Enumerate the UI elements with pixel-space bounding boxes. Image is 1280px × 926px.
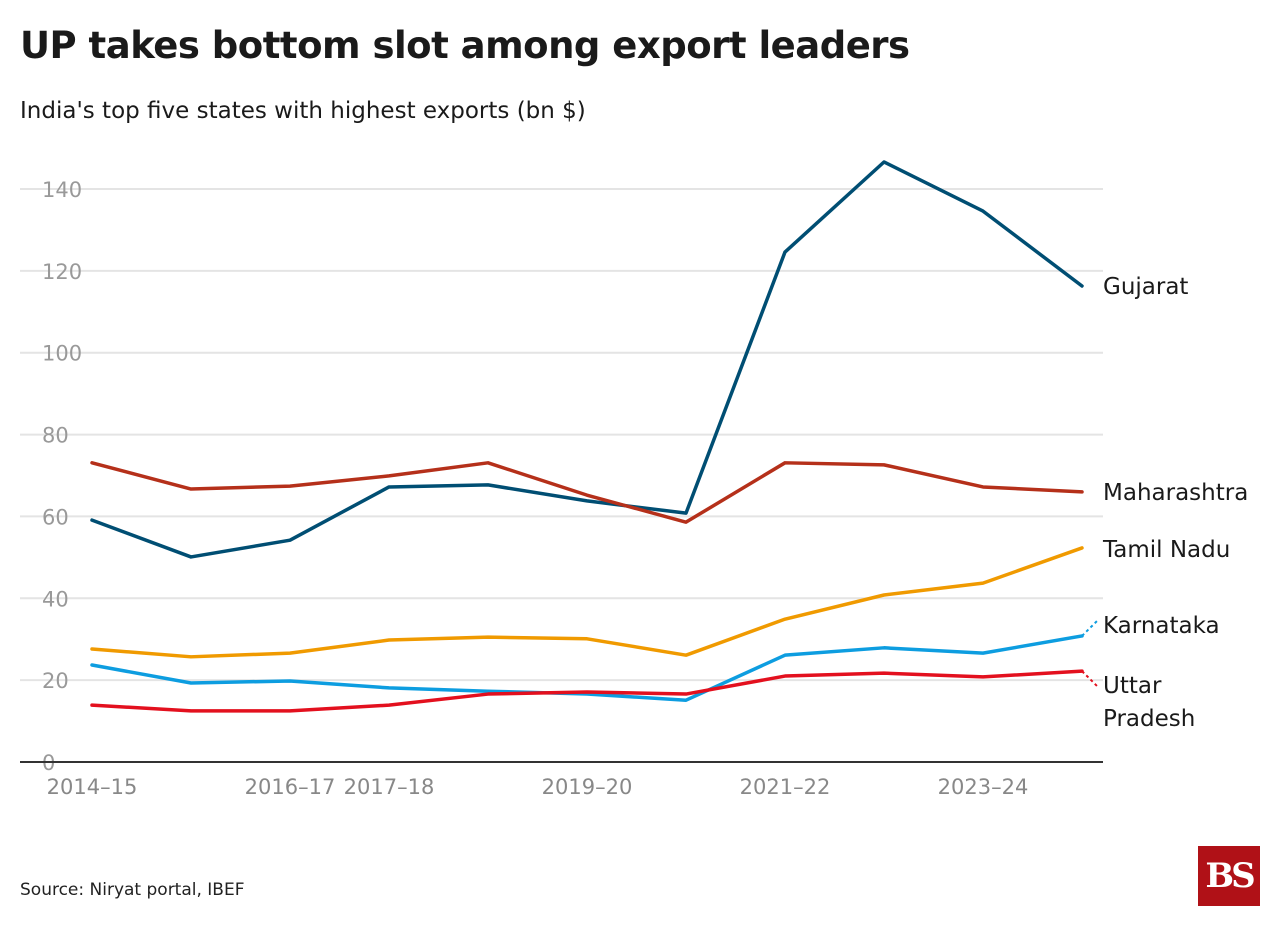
series-label: Tamil Nadu bbox=[1102, 537, 1230, 563]
y-tick-label: 20 bbox=[42, 669, 69, 693]
series-line-karnataka bbox=[90, 634, 1084, 702]
series-line-tamil-nadu bbox=[90, 546, 1084, 659]
x-tick-label: 2014–15 bbox=[47, 775, 138, 799]
label-leader-line bbox=[1081, 670, 1098, 687]
y-tick-label: 100 bbox=[42, 342, 82, 366]
y-tick-label: 120 bbox=[42, 260, 82, 284]
series-label: Karnataka bbox=[1103, 613, 1220, 639]
series-line-uttar-pradesh bbox=[90, 669, 1084, 713]
y-tick-label: 60 bbox=[42, 505, 69, 529]
series-label: Maharashtra bbox=[1103, 480, 1248, 506]
x-tick-label: 2016–17 bbox=[245, 775, 336, 799]
y-tick-label: 80 bbox=[42, 424, 69, 448]
series-label: Gujarat bbox=[1103, 274, 1188, 300]
bs-logo: BS bbox=[1198, 846, 1260, 906]
series-label: Pradesh bbox=[1103, 706, 1195, 732]
series-line-gujarat bbox=[90, 160, 1084, 559]
series-label: Uttar bbox=[1103, 673, 1162, 699]
y-tick-label: 40 bbox=[42, 587, 69, 611]
x-tick-label: 2023–24 bbox=[938, 775, 1029, 799]
series-line-maharashtra bbox=[90, 461, 1084, 524]
x-tick-label: 2017–18 bbox=[344, 775, 435, 799]
x-tick-label: 2019–20 bbox=[542, 775, 633, 799]
x-tick-label: 2021–22 bbox=[740, 775, 831, 799]
y-tick-label: 140 bbox=[42, 178, 82, 202]
source-note: Source: Niryat portal, IBEF bbox=[20, 880, 245, 900]
label-leader-line bbox=[1081, 620, 1098, 637]
chart-title: UP takes bottom slot among export leader… bbox=[20, 24, 910, 67]
chart-subtitle: India's top five states with highest exp… bbox=[20, 98, 586, 124]
